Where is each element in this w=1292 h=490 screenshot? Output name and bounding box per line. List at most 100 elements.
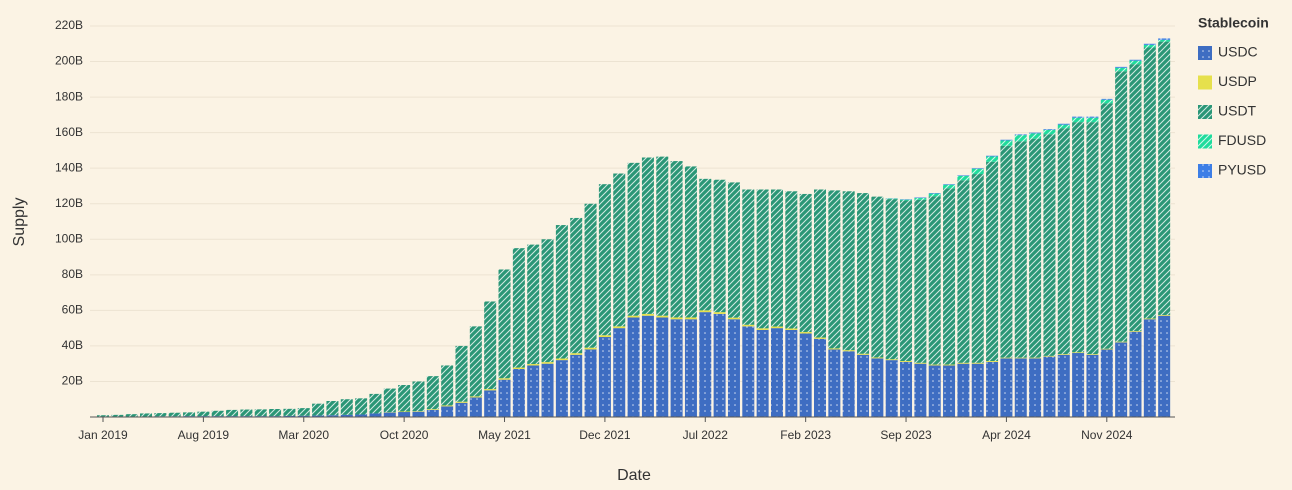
bar-segment [527,364,540,366]
bar-segment [986,361,999,362]
bar-segment [1029,132,1042,134]
bar-segment [541,239,554,363]
bar-segment [1158,38,1171,40]
bar-segment [613,326,626,329]
bar-segment [1143,43,1156,45]
bar-segment [684,166,697,318]
bar-segment [699,310,712,313]
bar-segment [598,337,611,417]
bar-segment [943,184,956,185]
bar-segment [727,319,740,417]
bar-segment [1100,99,1113,104]
x-tick-label: Nov 2024 [1081,428,1133,442]
bar-segment [656,315,669,318]
bar-segment [297,408,310,416]
bar-segment [512,248,525,368]
bar-segment [1000,139,1013,141]
legend-label: USDT [1218,103,1257,119]
y-axis-title: Supply [11,198,28,247]
bar-segment [484,390,497,417]
bar-segment [885,199,898,360]
bar-segment [770,328,783,417]
bar-segment [555,358,568,361]
bar-segment [154,413,167,417]
bar-segment [512,369,525,417]
bar-segment [727,182,740,318]
bar-segment [1000,145,1013,358]
bar-segment [297,415,310,417]
bar-segment [412,411,425,412]
bar-segment [398,411,411,413]
bar-segment [914,199,927,363]
bar-segment [828,190,841,349]
bar-segment [584,203,597,348]
legend-title: Stablecoin [1198,15,1269,31]
bar-segment [240,409,253,417]
bar-segment [1086,354,1099,355]
bar-segment [1043,355,1056,357]
bar-segment [770,326,783,329]
bar-segment [183,412,196,417]
bar-segment [1086,117,1099,123]
bar-segment [1100,349,1113,417]
bar-segment [1000,357,1013,359]
bar-segment [1057,124,1070,129]
y-tick-label: 180B [55,89,83,103]
y-tick-label: 20B [62,374,83,388]
bar-segment [1072,122,1085,353]
bar-segment [857,354,870,417]
bar-segment [1000,140,1013,146]
bar-segment [957,175,970,181]
bar-segment [670,317,683,320]
bar-segment [1072,352,1085,354]
bar-segment [814,338,826,417]
x-tick-label: Sep 2023 [880,428,932,442]
bar-segment [469,397,482,417]
bar-segment [283,408,296,416]
bar-segment [857,193,870,354]
bar-segment [1158,315,1171,417]
bar-segment [756,328,769,330]
bar-segment [742,324,755,327]
bar-segment [555,360,568,417]
bar-segment [469,396,482,398]
bar-segment [512,367,525,370]
legend-label: USDC [1218,44,1258,60]
legend-label: USDP [1218,73,1257,89]
bar-segment [441,406,454,417]
bar-segment [340,414,353,417]
bar-segment [398,412,411,417]
bar-segment [584,347,597,350]
bar-segment [828,349,841,417]
x-tick-label: May 2021 [478,428,531,442]
bar-segment [871,357,884,359]
bar-segment [627,315,640,318]
bar-segment [1014,134,1027,136]
bar-segment [613,173,626,327]
bar-segment [570,217,583,354]
legend-label: PYUSD [1218,162,1266,178]
bar-segment [1029,138,1042,358]
bar-segment [656,156,669,316]
bar-segment [1115,341,1128,343]
bar-segment [455,401,468,403]
x-tick-label: Dec 2021 [579,428,631,442]
bar-segment [412,381,425,412]
bar-segment [527,365,540,417]
x-tick-label: Oct 2020 [380,428,429,442]
bar-segment [699,178,712,311]
bar-segment [1129,59,1142,61]
bar-segment [957,362,970,364]
bar-segment [713,179,726,313]
bar-segment [426,409,439,410]
bar-segment [928,364,941,366]
bar-segment [986,155,999,157]
bar-segment [627,162,640,316]
bar-segment [1115,71,1128,342]
bar-segment [943,184,956,189]
bar-segment [613,328,626,417]
bar-segment [1043,129,1056,135]
bar-segment [641,157,654,314]
bar-segment [1143,319,1156,417]
